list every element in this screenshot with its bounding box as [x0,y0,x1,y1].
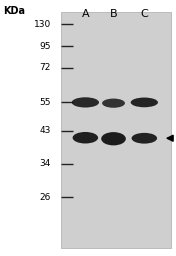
Text: C: C [140,9,148,19]
Ellipse shape [131,98,158,107]
Text: B: B [110,9,117,19]
Text: 95: 95 [40,41,51,51]
Ellipse shape [102,99,125,108]
Text: 34: 34 [40,159,51,168]
Text: 26: 26 [40,193,51,202]
Text: 55: 55 [40,98,51,107]
Text: 43: 43 [40,126,51,135]
Ellipse shape [73,132,98,143]
FancyBboxPatch shape [61,12,171,248]
Ellipse shape [72,97,99,108]
Text: 72: 72 [40,63,51,72]
Text: KDa: KDa [4,6,26,16]
Ellipse shape [132,133,157,144]
Text: 130: 130 [34,20,51,29]
Ellipse shape [101,132,126,145]
Text: A: A [81,9,89,19]
